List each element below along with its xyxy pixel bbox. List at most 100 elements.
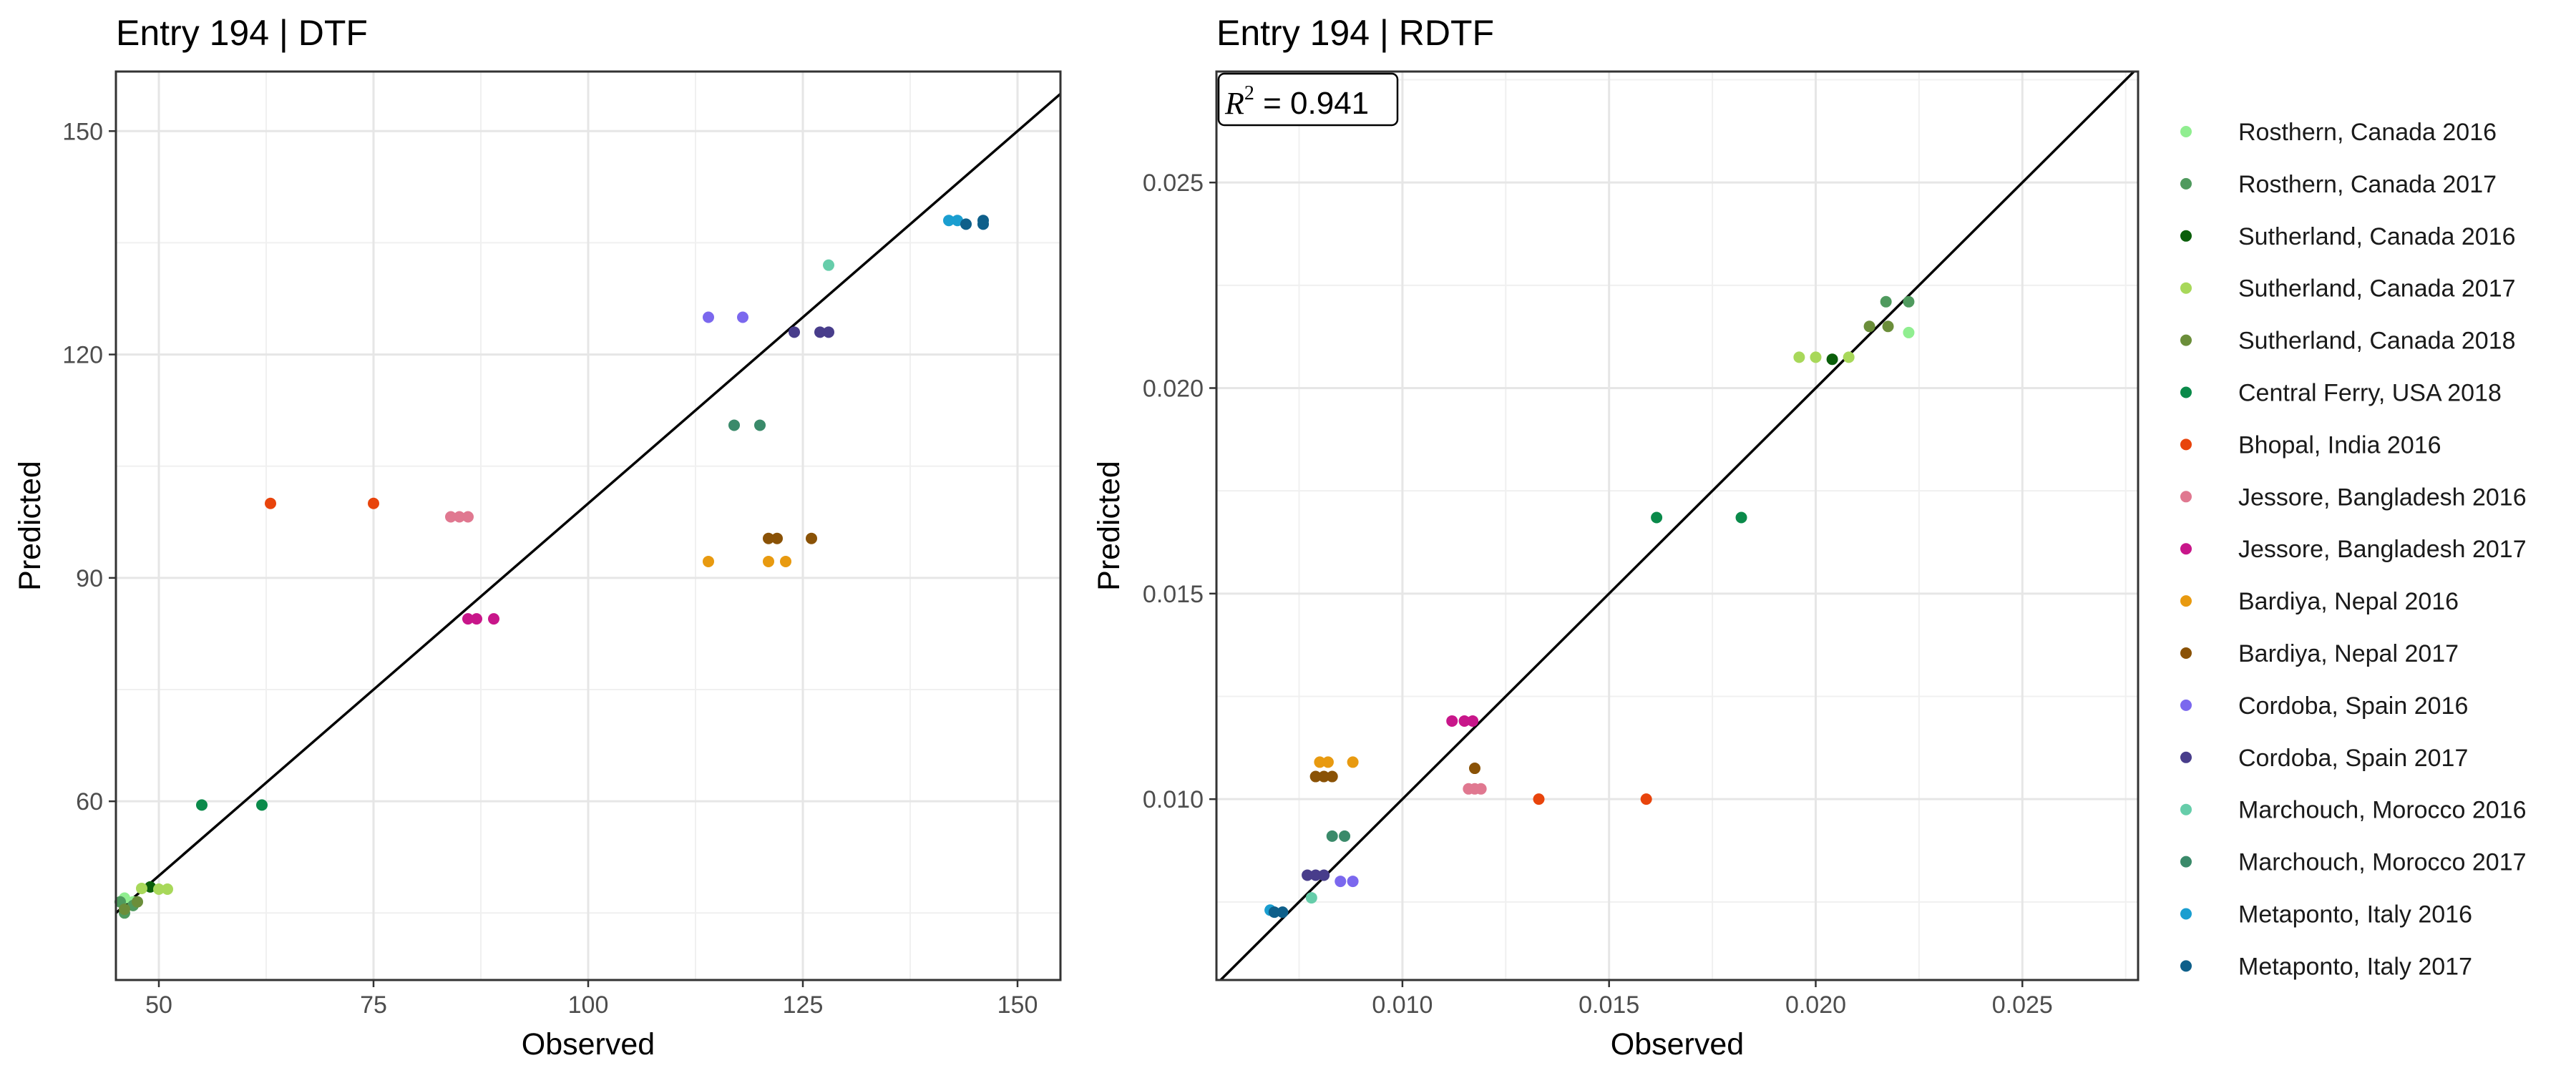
rdtf-data-point: [1347, 876, 1359, 888]
legend-key: [2180, 908, 2192, 920]
dtf-data-point: [462, 613, 474, 625]
rdtf-data-point: [1335, 876, 1347, 888]
dtf-y-tick-label: 150: [62, 118, 103, 145]
rdtf-data-point: [1305, 892, 1317, 904]
legend-item: Bhopal, India 2016: [2180, 431, 2441, 459]
dtf-data-point: [943, 215, 955, 227]
rdtf-data-point: [1810, 351, 1822, 363]
dtf-data-point: [789, 326, 800, 338]
dtf-data-point: [754, 419, 766, 431]
dtf-data-point: [763, 532, 774, 544]
rdtf-data-point: [1863, 320, 1875, 333]
legend-item: Marchouch, Morocco 2017: [2180, 849, 2527, 876]
legend-key: [2180, 960, 2192, 972]
rdtf-data-point: [1309, 869, 1322, 881]
legend-key: [2180, 334, 2192, 346]
legend-item: Metaponto, Italy 2016: [2180, 901, 2472, 929]
legend-label: Cordoba, Spain 2016: [2238, 692, 2468, 720]
legend-item: Jessore, Bangladesh 2017: [2180, 536, 2527, 563]
rdtf-data-point: [1793, 351, 1805, 363]
rdtf-y-tick-label: 0.020: [1143, 375, 1204, 402]
dtf-data-point: [728, 419, 740, 431]
legend: Rosthern, Canada 2016 Rosthern, Canada 20…: [2180, 119, 2527, 980]
dtf-y-tick-label: 60: [76, 788, 103, 815]
rdtf-y-tick-label: 0.025: [1143, 170, 1204, 197]
legend-item: Cordoba, Spain 2017: [2180, 745, 2468, 772]
r-squared-equals: =: [1254, 86, 1290, 121]
legend-key: [2180, 491, 2192, 503]
dtf-data-point: [771, 532, 783, 544]
legend-key: [2180, 699, 2192, 711]
dtf-points: [114, 215, 989, 919]
rdtf-data-point: [1318, 869, 1330, 881]
rdtf-data-point: [1326, 770, 1338, 783]
dtf-y-tick-label: 120: [62, 342, 103, 369]
rdtf-data-point: [1347, 756, 1359, 768]
dtf-data-point: [823, 259, 834, 271]
rdtf-data-point: [1651, 511, 1663, 524]
legend-label: Bardiya, Nepal 2016: [2238, 588, 2459, 615]
dtf-data-point: [368, 497, 379, 509]
rdtf-data-point: [1826, 353, 1838, 366]
dtf-data-point: [823, 326, 834, 338]
legend-key: [2180, 282, 2192, 294]
dtf-reference-line: [114, 92, 1062, 914]
rdtf-data-point: [1339, 830, 1351, 842]
dtf-data-point: [488, 613, 499, 625]
dtf-x-tick-label: 125: [783, 991, 824, 1019]
dtf-data-point: [153, 883, 165, 895]
legend-label: Jessore, Bangladesh 2016: [2238, 484, 2527, 511]
legend-item: Jessore, Bangladesh 2016: [2180, 484, 2527, 511]
dtf-data-point: [952, 215, 963, 227]
legend-label: Sutherland, Canada 2018: [2238, 328, 2516, 355]
dtf-data-point: [977, 215, 989, 227]
legend-key: [2180, 386, 2192, 398]
legend-key: [2180, 647, 2192, 659]
legend-item: Bardiya, Nepal 2017: [2180, 640, 2459, 667]
dtf-data-point: [445, 511, 457, 523]
rdtf-data-point: [1843, 351, 1855, 363]
legend-label: Bardiya, Nepal 2017: [2238, 640, 2459, 667]
legend-label: Marchouch, Morocco 2016: [2238, 797, 2527, 824]
rdtf-data-point: [1326, 830, 1338, 842]
rdtf-x-tick-label: 0.020: [1785, 991, 1846, 1019]
rdtf-data-point: [1735, 511, 1747, 524]
rdtf-y-axis-title: Predicted: [1092, 461, 1126, 591]
dtf-grid: [116, 72, 1060, 980]
dtf-x-tick-label: 150: [997, 991, 1038, 1019]
rdtf-identity-line: [1219, 70, 2135, 981]
dtf-x-axis-title: Observed: [522, 1027, 655, 1062]
legend-key: [2180, 126, 2192, 137]
rdtf-data-point: [1446, 715, 1458, 727]
dtf-data-point: [960, 218, 972, 230]
rdtf-data-point: [1640, 793, 1652, 805]
legend-key: [2180, 803, 2192, 815]
dtf-data-point: [763, 555, 774, 567]
dtf-x-axis: 50 75 100 125 150: [145, 980, 1038, 1019]
rdtf-data-point: [1458, 715, 1470, 727]
rdtf-data-point: [1533, 793, 1545, 805]
legend-item: Central Ferry, USA 2018: [2180, 380, 2502, 407]
rdtf-y-tick-label: 0.010: [1143, 786, 1204, 813]
rdtf-x-axis-title: Observed: [1611, 1027, 1744, 1062]
legend-item: Rosthern, Canada 2017: [2180, 171, 2497, 198]
rdtf-data-point: [1302, 869, 1314, 881]
rdtf-data-point: [1903, 295, 1915, 308]
dtf-data-point: [462, 511, 474, 523]
dtf-data-point: [145, 881, 156, 893]
rdtf-x-tick-label: 0.025: [1992, 991, 2053, 1019]
dtf-data-point: [256, 799, 268, 811]
rdtf-data-point: [1318, 770, 1330, 783]
r-squared-symbol: R: [1224, 86, 1244, 121]
legend-item: Sutherland, Canada 2016: [2180, 223, 2516, 250]
rdtf-data-point: [1903, 326, 1915, 338]
legend-label: Marchouch, Morocco 2017: [2238, 849, 2527, 876]
dtf-x-tick-label: 75: [360, 991, 387, 1019]
legend-key: [2180, 856, 2192, 868]
rdtf-x-tick-label: 0.010: [1372, 991, 1433, 1019]
dtf-data-point: [132, 896, 143, 908]
r-squared-box: [1217, 72, 1399, 127]
rdtf-data-point: [1475, 783, 1487, 795]
dtf-data-point: [119, 903, 130, 916]
